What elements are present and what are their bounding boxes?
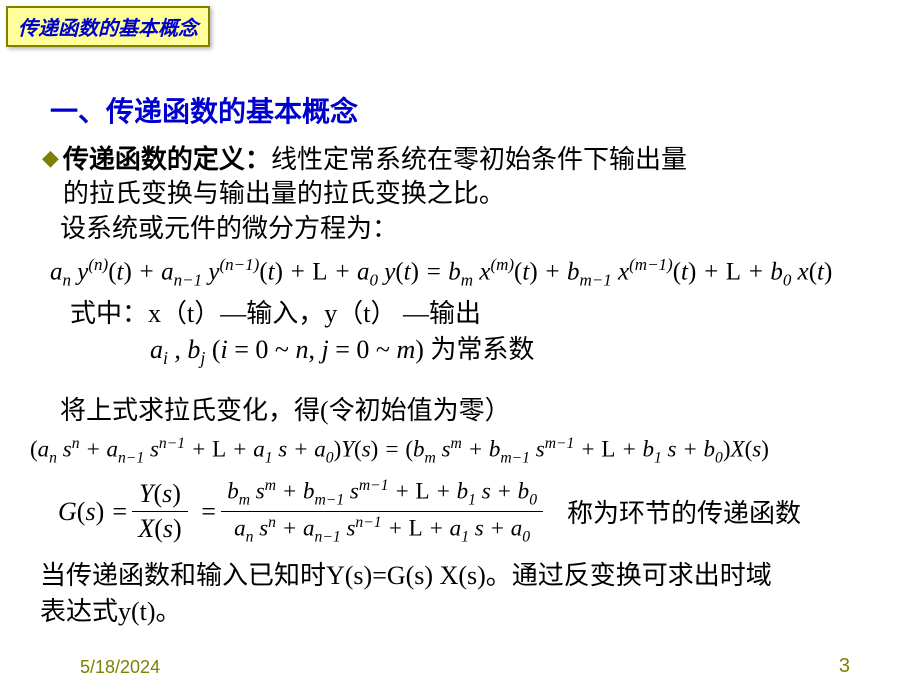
definition-label: 传递函数的定义： — [63, 144, 271, 174]
gs-eq: = — [200, 497, 218, 527]
laplace-equation: (an sn + an−1 sn−1 + L + a1 s + a0)Y(s) … — [30, 435, 900, 467]
gs-description: 称为环节的传递函数 — [567, 493, 801, 530]
slide-content: 一、传递函数的基本概念 ◆ 传递函数的定义：线性定常系统在零初始条件下输出量 的… — [50, 90, 900, 630]
gs-frac1: Y(s) X(s) — [132, 479, 187, 544]
footer-page-number: 3 — [839, 655, 850, 678]
note-line2-tail: 为常系数 — [430, 335, 534, 364]
final-line1: 当传递函数和输入已知时Y(s)=G(s) X(s)。通过反变换可求出时域 — [40, 558, 900, 594]
laplace-note: 将上式求拉氏变化，得(令初始值为零） — [60, 393, 900, 429]
note-line1: 式中：x（t）—输入，y（t） —输出 — [70, 296, 900, 332]
definition-text1: 线性定常系统在零初始条件下输出量 — [271, 145, 687, 174]
definition-row: ◆ 传递函数的定义：线性定常系统在零初始条件下输出量 的拉氏变换与输出量的拉氏变… — [42, 142, 900, 211]
transfer-function-row: G(s) = Y(s) X(s) = bm sm + bm−1 sm−1 + L… — [50, 477, 900, 547]
gs-frac2: bm sm + bm−1 sm−1 + L + b1 s + b0 an sn … — [221, 477, 543, 547]
bullet-icon: ◆ — [42, 142, 59, 174]
gs-lhs: G(s) = — [58, 497, 128, 527]
differential-equation: an y(n)(t) + an−1 y(n−1)(t) + L + a0 y(t… — [50, 255, 900, 290]
title-box: 传递函数的基本概念 — [6, 6, 210, 47]
definition-line2: 的拉氏变换与输出量的拉氏变换之比。 — [63, 177, 687, 211]
section-heading: 一、传递函数的基本概念 — [50, 90, 900, 130]
definition-line1: 传递函数的定义：线性定常系统在零初始条件下输出量 — [63, 142, 687, 177]
footer-date: 5/18/2024 — [80, 657, 160, 678]
final-line2: 表达式y(t)。 — [40, 594, 900, 630]
title-box-text: 传递函数的基本概念 — [18, 18, 198, 40]
note-line2: ai , bj (i = 0 ~ n, j = 0 ~ m) 为常系数 — [150, 332, 900, 376]
set-line: 设系统或元件的微分方程为： — [60, 211, 900, 247]
